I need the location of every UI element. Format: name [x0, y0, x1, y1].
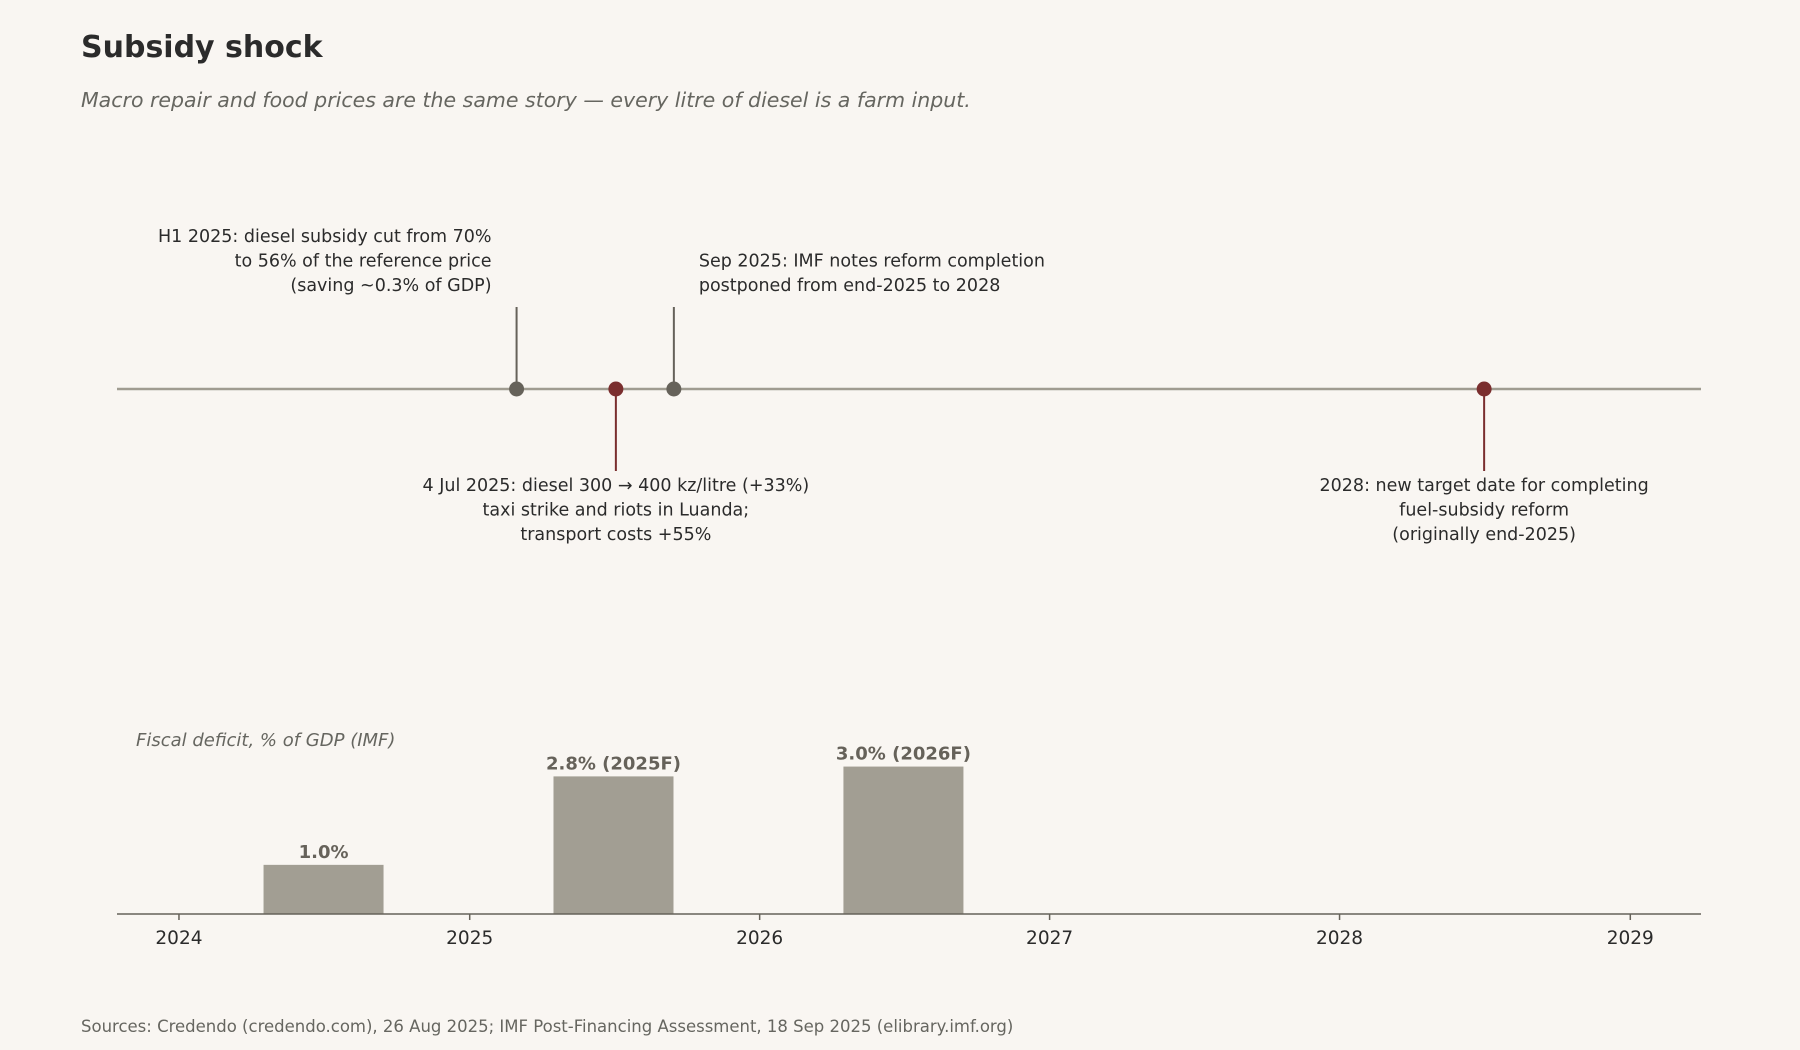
bar-value-label: 2.8% (2025F): [546, 753, 681, 774]
event-annotation-line: (originally end-2025): [1392, 525, 1576, 545]
timeline-event: 2028: new target date for completing fuel…: [1320, 381, 1649, 545]
event-annotation-line: taxi strike and riots in Luanda;: [483, 501, 750, 521]
event-marker: [666, 381, 682, 397]
x-tick-label: 2024: [155, 928, 202, 949]
bar-2026: [843, 766, 964, 914]
bar-2025: [553, 776, 674, 914]
fiscal-deficit-panel: Fiscal deficit, % of GDP (IMF) 1.0% 2.8% (…: [117, 730, 1701, 949]
x-tick-label: 2026: [736, 928, 783, 949]
bar-value-label: 1.0%: [299, 842, 349, 863]
x-tick-label: 2027: [1026, 928, 1073, 949]
event-marker: [608, 381, 624, 397]
event-annotation-line: to 56% of the reference price: [235, 252, 492, 272]
bar-value-label: 3.0% (2026F): [836, 744, 971, 765]
bar-2024: [263, 864, 384, 914]
event-marker: [1476, 381, 1492, 397]
event-annotation-line: 2028: new target date for completing: [1320, 476, 1649, 496]
panel-label: Fiscal deficit, % of GDP (IMF): [136, 730, 395, 751]
event-annotation-line: H1 2025: diesel subsidy cut from 70%: [158, 227, 492, 247]
timeline-event: 4 Jul 2025: diesel 300 → 400 kz/litre (+…: [423, 381, 810, 545]
event-annotation-line: transport costs +55%: [520, 525, 711, 545]
timeline-event: H1 2025: diesel subsidy cut from 70% to 5…: [158, 227, 525, 397]
x-tick-label: 2029: [1607, 928, 1654, 949]
source-note: Sources: Credendo (credendo.com), 26 Aug…: [81, 1017, 1014, 1036]
event-annotation-line: fuel-subsidy reform: [1399, 501, 1569, 521]
event-annotation-line: (saving ~0.3% of GDP): [290, 276, 491, 296]
timeline-panel: H1 2025: diesel subsidy cut from 70% to 5…: [117, 227, 1701, 545]
event-annotation-line: 4 Jul 2025: diesel 300 → 400 kz/litre (+…: [423, 476, 810, 496]
timeline-event: Sep 2025: IMF notes reform completion pos…: [666, 252, 1045, 397]
chart-subtitle: Macro repair and food prices are the sam…: [81, 88, 971, 112]
x-tick-label: 2028: [1316, 928, 1363, 949]
event-annotation-line: postponed from end-2025 to 2028: [699, 276, 1000, 296]
chart-title: Subsidy shock: [81, 30, 323, 65]
x-tick-label: 2025: [446, 928, 493, 949]
event-annotation-line: Sep 2025: IMF notes reform completion: [699, 252, 1045, 272]
event-marker: [509, 381, 525, 397]
